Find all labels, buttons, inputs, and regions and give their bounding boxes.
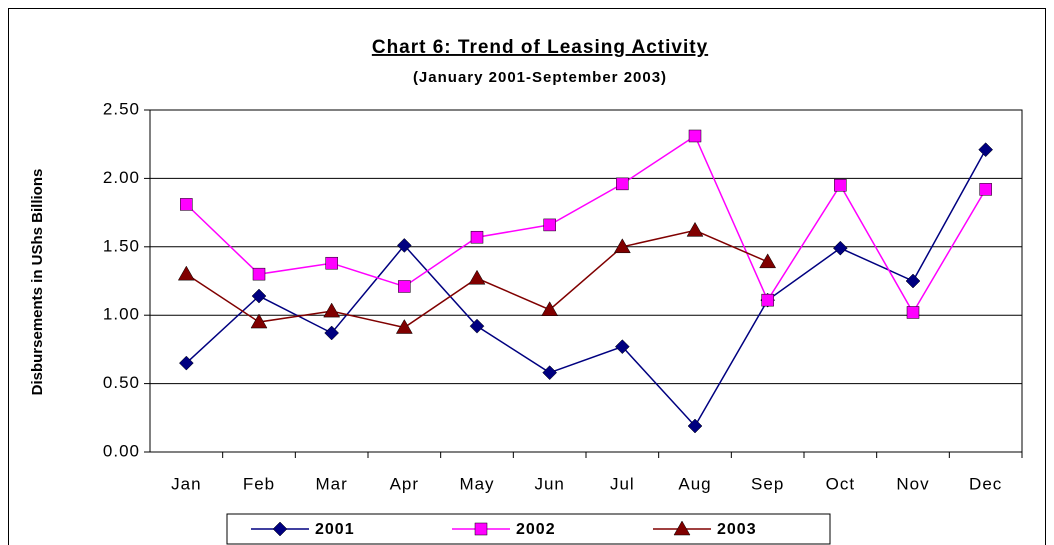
- marker: [906, 306, 920, 319]
- marker: [687, 418, 703, 434]
- marker: [978, 142, 994, 158]
- marker: [543, 218, 556, 232]
- marker: [542, 365, 558, 381]
- marker: [834, 178, 847, 192]
- x-tick-label: Dec: [969, 474, 1002, 493]
- x-tick-label: May: [459, 474, 494, 493]
- y-tick-label: 2.00: [103, 168, 140, 187]
- marker: [688, 129, 702, 143]
- y-tick-label: 1.50: [103, 236, 140, 255]
- marker: [614, 339, 630, 355]
- marker: [541, 301, 559, 316]
- marker: [250, 313, 268, 329]
- marker: [673, 520, 691, 536]
- y-tick-label: 2.50: [103, 99, 140, 118]
- marker: [177, 265, 195, 281]
- plot-border: [149, 109, 1023, 453]
- marker: [613, 238, 631, 254]
- x-tick-label: Jun: [534, 474, 564, 493]
- marker: [272, 521, 288, 537]
- legend-label: 2001: [315, 521, 355, 538]
- y-tick-label: 0.00: [103, 441, 140, 460]
- marker: [759, 253, 777, 269]
- y-axis-label: Disbursements in UShs Billions: [29, 169, 46, 396]
- chart-title: Chart 6: Trend of Leasing Activity: [372, 37, 708, 58]
- marker: [398, 280, 411, 293]
- legend-box: [226, 513, 831, 545]
- y-tick-label: 0.50: [103, 373, 140, 392]
- marker: [979, 183, 992, 196]
- marker: [180, 198, 193, 211]
- marker: [474, 522, 488, 536]
- x-tick-label: Oct: [826, 474, 855, 493]
- series-line: [185, 149, 987, 428]
- marker: [251, 288, 267, 304]
- marker: [323, 302, 341, 318]
- marker: [470, 230, 484, 244]
- chart-subtitle: (January 2001-September 2003): [413, 69, 667, 86]
- series-line: [185, 134, 987, 314]
- chart-border: [8, 8, 1046, 545]
- legend-label: 2003: [717, 521, 757, 538]
- legend-label: 2002: [516, 521, 556, 538]
- x-tick-label: Sep: [751, 474, 784, 493]
- marker: [469, 318, 485, 334]
- marker: [761, 293, 774, 307]
- x-tick-label: Jul: [610, 474, 635, 493]
- marker: [396, 238, 412, 253]
- marker: [468, 269, 486, 285]
- marker: [616, 177, 629, 191]
- x-tick-label: Mar: [316, 474, 348, 493]
- x-tick-label: Jan: [171, 474, 201, 493]
- x-tick-label: Apr: [390, 474, 419, 493]
- marker: [905, 273, 921, 289]
- x-tick-label: Aug: [678, 474, 711, 493]
- marker: [178, 355, 194, 371]
- y-tick-label: 1.00: [103, 305, 140, 324]
- marker: [324, 325, 340, 341]
- marker: [325, 256, 338, 270]
- marker: [395, 319, 413, 334]
- marker: [832, 240, 848, 256]
- x-tick-label: Nov: [896, 474, 929, 493]
- marker: [686, 221, 704, 237]
- x-tick-label: Feb: [243, 474, 275, 493]
- marker: [252, 267, 266, 281]
